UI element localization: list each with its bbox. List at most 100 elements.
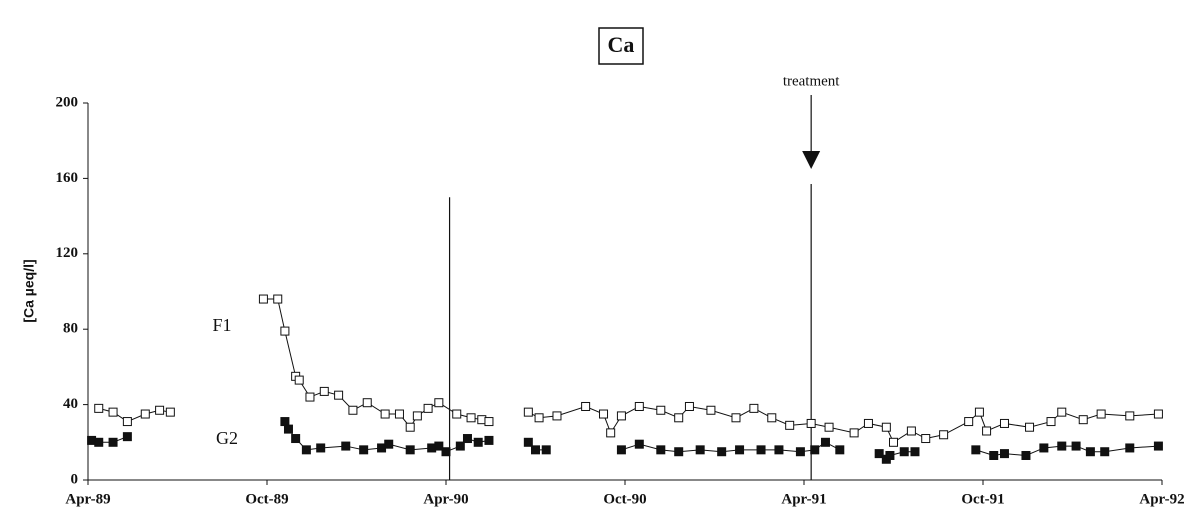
series-line <box>98 298 1159 444</box>
marker <box>606 428 616 438</box>
marker <box>695 445 705 455</box>
x-tick-label: Apr-92 <box>1139 491 1184 507</box>
marker <box>283 424 293 434</box>
marker <box>294 375 304 385</box>
series-label: G2 <box>216 428 238 448</box>
marker <box>434 441 444 451</box>
marker <box>473 437 483 447</box>
marker <box>280 326 290 336</box>
marker <box>774 445 784 455</box>
marker <box>1125 411 1135 421</box>
marker <box>974 407 984 417</box>
marker <box>523 437 533 447</box>
marker <box>964 417 974 427</box>
marker <box>291 434 301 444</box>
marker <box>1100 447 1110 457</box>
marker <box>94 437 104 447</box>
y-tick-label: 40 <box>63 396 78 412</box>
marker <box>767 413 777 423</box>
marker <box>534 413 544 423</box>
marker <box>634 439 644 449</box>
marker <box>756 445 766 455</box>
marker <box>122 432 132 442</box>
y-tick-label: 200 <box>56 94 79 110</box>
marker <box>717 447 727 457</box>
marker <box>806 418 816 428</box>
marker <box>1046 417 1056 427</box>
marker <box>122 417 132 427</box>
marker <box>1039 443 1049 453</box>
marker <box>889 437 898 447</box>
marker <box>552 411 562 421</box>
marker <box>412 411 422 421</box>
marker <box>394 409 404 419</box>
marker <box>999 418 1009 428</box>
marker <box>874 449 884 459</box>
marker <box>484 435 494 445</box>
marker <box>273 294 283 304</box>
marker <box>108 437 118 447</box>
marker <box>452 409 462 419</box>
marker <box>434 398 444 408</box>
y-tick-label: 120 <box>56 245 79 261</box>
marker <box>258 294 268 304</box>
marker <box>616 411 626 421</box>
marker <box>280 417 290 427</box>
marker <box>94 403 104 413</box>
marker <box>531 445 540 455</box>
marker <box>541 445 551 455</box>
marker <box>405 445 415 455</box>
marker <box>989 450 999 460</box>
marker <box>674 413 684 423</box>
marker <box>684 401 694 411</box>
marker <box>820 437 830 447</box>
y-axis-label: [Ca µeq/l] <box>21 259 37 322</box>
y-tick-label: 160 <box>56 170 79 186</box>
marker <box>348 405 358 415</box>
marker <box>735 445 745 455</box>
marker <box>384 439 394 449</box>
marker <box>731 413 741 423</box>
marker <box>785 420 795 430</box>
marker <box>706 405 716 415</box>
marker <box>359 445 369 455</box>
x-tick-label: Apr-90 <box>423 491 468 507</box>
marker <box>484 417 494 427</box>
marker <box>1096 409 1106 419</box>
marker <box>1085 447 1095 457</box>
marker <box>971 445 981 455</box>
y-tick-label: 80 <box>63 321 78 337</box>
marker <box>1153 409 1163 419</box>
marker <box>301 445 311 455</box>
marker <box>581 401 591 411</box>
marker <box>835 445 845 455</box>
arrow-head <box>802 150 821 169</box>
x-tick-label: Oct-91 <box>961 491 1004 507</box>
marker <box>899 447 909 457</box>
marker <box>1057 407 1067 417</box>
title-box <box>598 27 644 65</box>
marker <box>634 401 644 411</box>
y-tick-label: 0 <box>71 471 79 487</box>
marker <box>140 409 150 419</box>
marker <box>466 413 476 423</box>
marker <box>1153 441 1163 451</box>
marker <box>334 390 344 400</box>
marker <box>1057 441 1067 451</box>
marker <box>810 445 820 455</box>
annotation: treatment <box>783 73 840 89</box>
marker <box>319 386 329 396</box>
marker <box>921 434 931 444</box>
marker <box>305 392 315 402</box>
marker <box>1071 441 1081 451</box>
marker <box>165 407 175 417</box>
marker <box>795 447 805 457</box>
marker <box>380 409 390 419</box>
marker <box>1078 415 1088 425</box>
marker <box>455 441 465 451</box>
marker <box>939 430 949 440</box>
x-tick-label: Apr-91 <box>781 491 826 507</box>
marker <box>616 445 626 455</box>
marker <box>885 450 895 460</box>
